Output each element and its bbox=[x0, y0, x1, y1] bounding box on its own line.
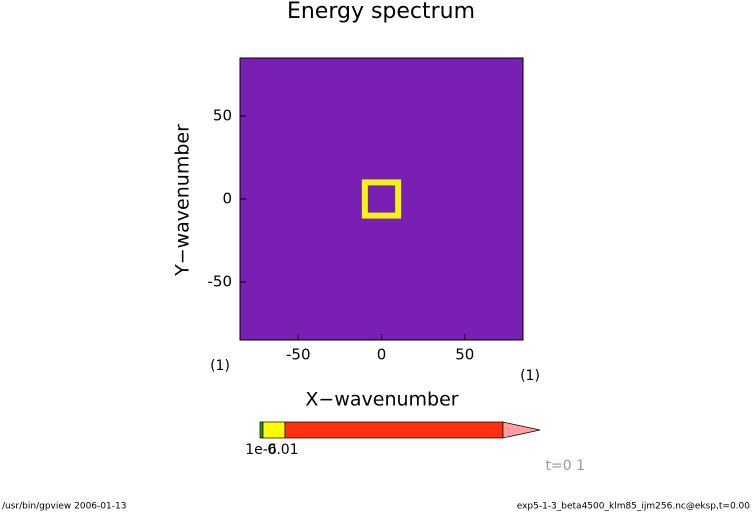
time-label: t=0 1 bbox=[546, 458, 585, 474]
y-tick-label: 0 bbox=[222, 190, 232, 208]
x-axis-label: X−wavenumber bbox=[305, 389, 458, 411]
x-tick-label: 0 bbox=[377, 346, 387, 364]
heatmap-background bbox=[240, 58, 523, 340]
colorbar-extension bbox=[502, 421, 541, 439]
y-tick-label: 50 bbox=[213, 107, 232, 125]
y-tick-label: -50 bbox=[208, 272, 233, 290]
chart-title: Energy spectrum bbox=[287, 0, 475, 24]
x-unit: (1) bbox=[520, 368, 540, 384]
colorbar-label: 1e-6 bbox=[245, 442, 277, 458]
footer-left: /usr/bin/gpview 2006-01-13 bbox=[2, 502, 126, 512]
footer-right: exp5-1-3_beta4500_klm85_ijm256.nc@eksp,t… bbox=[517, 502, 751, 512]
colorbar-segment bbox=[259, 421, 264, 439]
colorbar-label: 0.01 bbox=[267, 442, 298, 458]
colorbar-segment bbox=[262, 421, 286, 439]
x-tick-label: -50 bbox=[286, 346, 311, 364]
x-tick-label: 50 bbox=[455, 346, 474, 364]
ring bbox=[361, 179, 402, 219]
y-axis-label: Y−wavenumber bbox=[172, 124, 194, 277]
colorbar-segment bbox=[284, 421, 504, 439]
y-unit: (1) bbox=[210, 358, 230, 374]
